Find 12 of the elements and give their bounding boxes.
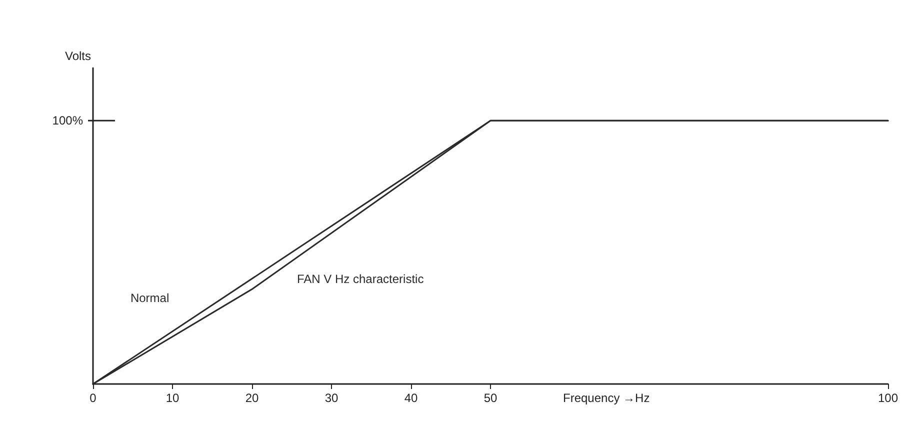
x-tick-label: 100 xyxy=(878,391,898,405)
x-tick-label: 10 xyxy=(166,391,180,405)
series-label: FAN V Hz characteristic xyxy=(297,272,424,286)
series-label: Normal xyxy=(130,291,170,306)
x-axis-title: Frequency →Hz xyxy=(563,391,650,405)
x-tick-label: 20 xyxy=(245,391,259,405)
x-tick-label: 50 xyxy=(484,391,498,405)
x-tick-label: 40 xyxy=(404,391,418,405)
x-tick-label: 0 xyxy=(90,391,97,405)
text: 100% xyxy=(52,114,84,128)
y-axis-title: Volts xyxy=(64,49,91,63)
x-tick-label: 30 xyxy=(324,391,338,405)
